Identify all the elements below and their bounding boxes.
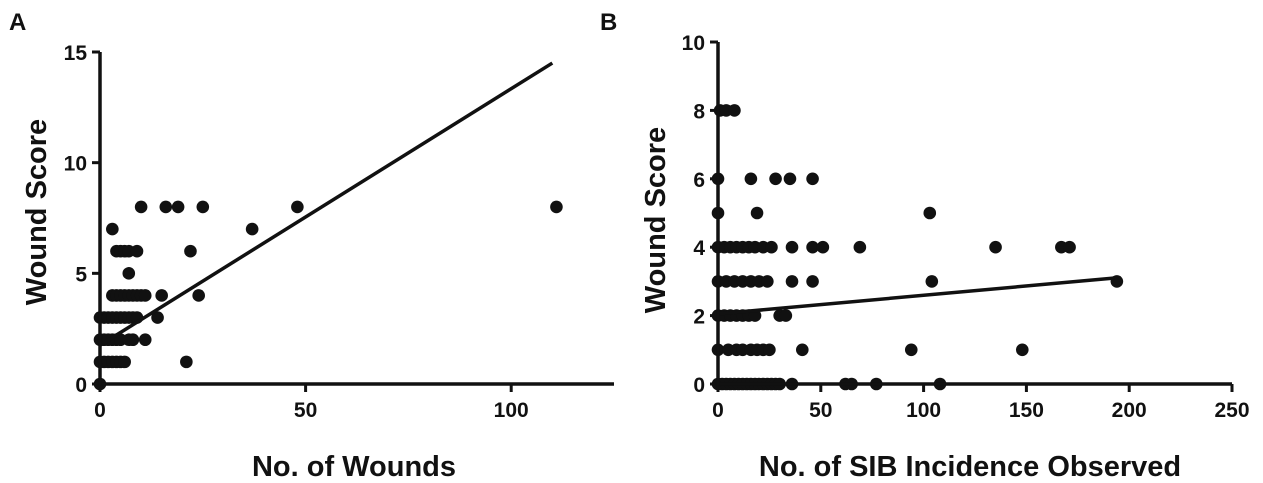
data-point (1063, 240, 1076, 254)
panel-b-y-axis-title: Wound Score (640, 127, 672, 313)
data-point (126, 333, 140, 347)
y-tick-label: 5 (75, 263, 87, 286)
y-tick-label: 10 (682, 32, 705, 55)
x-tick-label: 0 (712, 399, 724, 422)
data-point (291, 200, 304, 214)
data-point (763, 343, 776, 357)
data-point (795, 343, 809, 357)
data-point (744, 172, 758, 186)
data-point (783, 172, 797, 186)
data-point (118, 355, 131, 369)
y-tick-label: 15 (64, 42, 88, 65)
data-point (806, 172, 819, 186)
panel-letter-a: A (9, 9, 26, 36)
panel-b-axes (716, 42, 1232, 386)
data-point (138, 333, 152, 347)
data-point (184, 244, 197, 258)
data-point (785, 240, 799, 254)
panel-a-x-axis-title: No. of Wounds (252, 451, 456, 483)
y-tick-label: 6 (693, 169, 705, 192)
x-tick-label: 50 (294, 399, 317, 422)
data-point (925, 275, 939, 288)
panel-a-regression-line (99, 61, 554, 347)
x-tick-label: 100 (494, 399, 529, 422)
data-point (785, 275, 799, 288)
data-point (806, 275, 819, 288)
y-tick-label: 0 (75, 374, 87, 397)
x-tick-label: 250 (1214, 399, 1249, 422)
data-point (171, 200, 185, 214)
data-point (989, 240, 1002, 254)
panel-a-axes (98, 52, 614, 386)
panel-b-ticks: 0 50 100 150 200 250 0 2 4 6 8 10 (682, 32, 1250, 422)
panel-b-x-axis-title: No. of SIB Incidence Observed (759, 451, 1181, 483)
x-tick-label: 200 (1112, 399, 1147, 422)
panel-b-points (711, 104, 1124, 391)
data-point (155, 289, 168, 302)
x-tick-label: 100 (906, 399, 941, 422)
data-point (1015, 343, 1029, 357)
data-point (122, 267, 136, 280)
y-tick-label: 10 (64, 153, 87, 176)
data-point (904, 343, 918, 357)
y-tick-label: 0 (693, 374, 705, 397)
panel-a-points (93, 200, 563, 391)
data-point (765, 240, 778, 254)
panel-a: A 0 50 100 0 5 10 15 No. of Wounds Wound Score (9, 9, 614, 483)
y-tick-label: 8 (693, 100, 705, 123)
panel-a-y-axis-title: Wound Score (21, 119, 53, 305)
data-point (750, 206, 764, 220)
data-point (180, 355, 193, 369)
data-point (816, 240, 830, 254)
data-point (853, 240, 867, 254)
data-point (192, 289, 205, 302)
y-tick-label: 4 (693, 237, 705, 260)
panel-a-ticks: 0 50 100 0 5 10 15 (64, 42, 529, 422)
y-tick-label: 2 (693, 306, 705, 329)
panel-b-regression-line (717, 276, 1115, 316)
data-point (769, 172, 782, 186)
data-point (728, 104, 741, 117)
data-point (550, 200, 563, 214)
data-point (151, 311, 164, 324)
data-point (245, 222, 259, 236)
data-point (761, 275, 774, 288)
x-tick-label: 0 (94, 399, 106, 422)
panel-b: B 0 50 100 150 200 250 0 2 4 6 8 10 No. of SIB Inci… (600, 9, 1250, 483)
data-point (806, 240, 819, 254)
data-point (779, 309, 793, 322)
x-tick-label: 150 (1009, 399, 1044, 422)
data-point (196, 200, 210, 214)
data-point (130, 244, 144, 258)
data-point (159, 200, 173, 214)
x-tick-label: 50 (809, 399, 832, 422)
data-point (134, 200, 148, 214)
data-point (923, 206, 937, 220)
panel-letter-b: B (600, 9, 617, 36)
data-point (106, 222, 119, 236)
data-point (138, 289, 152, 302)
